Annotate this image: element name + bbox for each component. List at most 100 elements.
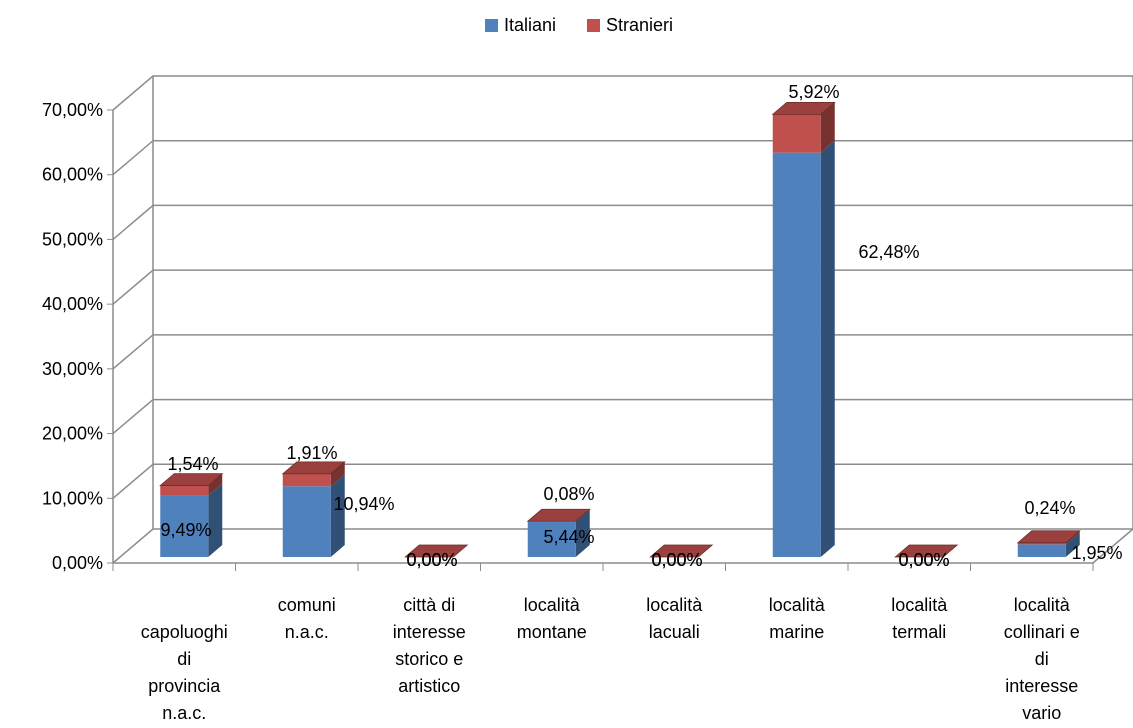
data-label-italiani: 0,00% [898,550,949,570]
bar-top-cap [894,544,959,558]
x-category-label: località lacuali [646,595,703,642]
y-tick-label: 40,00% [42,294,103,314]
x-category-label-line: località [524,595,581,615]
data-label-italiani: 5,44% [543,527,594,547]
y-tick-label: 60,00% [42,165,103,185]
x-category-label: località marine [769,595,826,642]
x-category-label: località termali [891,595,948,642]
data-label-italiani: 10,94% [333,494,394,514]
axes [112,76,1133,571]
y-tick-label: 30,00% [42,359,103,379]
y-axis-ticks: 0,00% 10,00% 20,00% 30,00% 40,00% 50,00% 60,00… [42,100,113,573]
data-label-italiani: 0,00% [651,550,702,570]
data-label-stranieri: 0,00% [406,550,457,570]
gridline [112,334,1133,370]
data-label-italiani: 0,00% [406,550,457,570]
floor-edge [113,528,1133,564]
data-label-stranieri: 0,24% [1024,498,1075,518]
y-tick-label: 10,00% [42,488,103,508]
bar-italiani-side [820,140,835,557]
y-tick-label: 50,00% [42,229,103,249]
x-category-label-line: interesse [1005,676,1078,696]
bar-stranieri [1017,542,1066,545]
bar-stranieri [772,114,821,153]
x-category-label-line: località [1014,595,1071,615]
x-category-label: località collinari e di interesse vario [1004,595,1080,723]
bar-italiani-side [1065,532,1080,557]
bar-italiani [1017,544,1066,557]
x-category-label-line: collinari e [1004,622,1080,642]
y-tick-label: 0,00% [52,553,103,573]
legend-label-stranieri: Stranieri [606,15,673,35]
x-category-label-line: comuni [278,595,336,615]
x-category-label-line: marine [769,622,824,642]
bar-top-cap [281,461,346,475]
x-category-label-line: di [1035,649,1049,669]
bar-italiani-side [208,483,223,557]
bar-top-cap [159,473,224,487]
bar-top-cap [404,544,469,558]
legend-label-italiani: Italiani [504,15,556,35]
y-tick-label: 20,00% [42,424,103,444]
x-category-label-line: lacuali [649,622,700,642]
x-category-label: comuni n.a.c. [278,595,336,642]
bar-italiani [282,486,331,557]
bar-italiani-side [575,509,590,557]
x-category-label-line: termali [892,622,946,642]
data-labels: 9,49% 1,54% 10,94% 1,91% 0,00% 0,00% 5,44% 0,08… [160,82,1122,570]
bar-stranieri-side [330,461,345,487]
data-label-stranieri: 0,08% [543,484,594,504]
x-category-label-line: città di [403,595,455,615]
bar-stranieri-side [820,102,835,153]
x-category-label: città di interesse storico e artistico [393,595,466,696]
legend: Italiani Stranieri [485,15,673,35]
data-label-italiani: 9,49% [160,520,211,540]
x-category-label: capoluoghi di provincia n.a.c. [141,622,228,723]
gridline [112,204,1133,241]
x-category-label-line: vario [1022,703,1061,723]
y-tick-label: 70,00% [42,100,103,120]
gridline [112,528,1133,564]
bar-stranieri [160,485,209,496]
data-label-stranieri: 1,54% [167,454,218,474]
x-category-label-line: località [769,595,826,615]
gridline [112,75,1133,111]
gridline [112,139,1133,176]
data-label-stranieri: 5,92% [788,82,839,102]
x-category-label-line: montane [517,622,587,642]
legend-swatch-italiani [485,19,498,32]
bar-top-cap [1016,530,1081,544]
x-category-label-line: località [891,595,948,615]
bar-top-cap [649,544,714,558]
legend-swatch-stranieri [587,19,600,32]
gridline [112,398,1133,435]
x-category-label-line: località [646,595,703,615]
bar-stranieri [282,473,331,487]
bar-top-cap [526,508,591,522]
bar-top-cap [771,101,836,115]
gridline [112,463,1133,499]
x-category-label: località montane [517,595,587,642]
x-category-label-line: n.a.c. [285,622,329,642]
x-category-label-line: di [177,649,191,669]
gridline [112,269,1133,305]
x-category-label-line: storico e [395,649,463,669]
bars [159,101,1081,558]
x-category-label-line: interesse [393,622,466,642]
bar-italiani [160,495,209,557]
x-category-label-line: provincia [148,676,221,696]
bar-italiani [772,152,821,557]
bar-italiani-side [330,474,345,557]
bar-stranieri-side [208,473,223,496]
data-label-italiani: 62,48% [858,242,919,262]
data-label-stranieri: 0,00% [898,550,949,570]
x-category-label-line: artistico [398,676,460,696]
bar-italiani [527,521,576,557]
gridlines [112,75,1133,564]
x-category-label-line: n.a.c. [162,703,206,723]
data-label-stranieri: 0,00% [651,550,702,570]
x-axis-labels: capoluoghi di provincia n.a.c.comuni n.a.c.c… [141,595,1080,723]
data-label-italiani: 1,95% [1071,543,1122,563]
x-category-label-line: capoluoghi [141,622,228,642]
